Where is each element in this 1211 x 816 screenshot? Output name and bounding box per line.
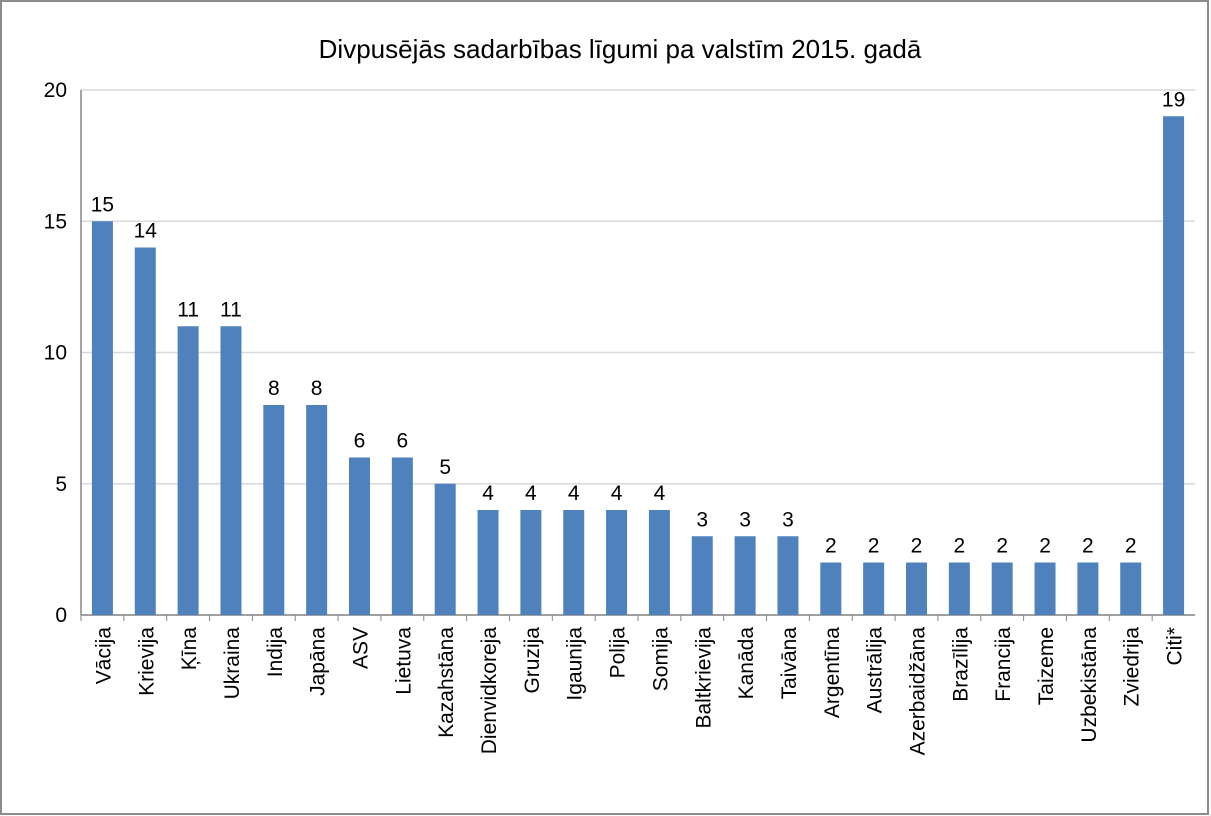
x-tick-label: Austrālija (864, 627, 887, 714)
bar (991, 562, 1013, 615)
bar (477, 510, 499, 615)
bar (948, 562, 970, 615)
x-tick-label: Brazīlija (949, 627, 972, 702)
x-tick-label: Igaunija (564, 627, 587, 701)
data-label: 4 (611, 482, 623, 505)
bar (1163, 116, 1185, 615)
data-label: 4 (568, 482, 580, 505)
x-tick-label: Zviedrija (1121, 627, 1144, 707)
bar (349, 457, 370, 615)
bar (520, 510, 542, 615)
data-label: 3 (696, 508, 708, 531)
bar (134, 247, 156, 615)
data-label: 2 (868, 535, 880, 558)
bar (563, 510, 585, 615)
data-label: 4 (654, 482, 666, 505)
data-label: 11 (220, 298, 242, 321)
x-tick-label: Japāna (307, 627, 330, 696)
x-tick-label: Ukraina (221, 627, 244, 700)
bar (391, 457, 413, 615)
x-tick-label: Baltkrievija (692, 627, 715, 729)
bar (1077, 562, 1099, 615)
x-tick-label: Indija (264, 627, 287, 678)
data-label: 6 (397, 430, 409, 453)
x-tick-label: Krievija (135, 627, 158, 696)
x-tick-label: Dienvidkoreja (478, 627, 501, 755)
data-label: 3 (782, 508, 794, 531)
x-tick-label: Somija (649, 627, 672, 692)
y-tick-label: 0 (55, 604, 67, 627)
data-label: 15 (91, 193, 114, 216)
x-tick-label: Citi* (1164, 627, 1187, 666)
data-label: 2 (954, 535, 966, 558)
x-tick-label: Kazahstāna (435, 627, 458, 738)
data-label: 8 (311, 377, 323, 400)
bar (648, 510, 670, 615)
y-tick-label: 10 (44, 342, 67, 365)
data-label: 11 (177, 298, 199, 321)
bar (1034, 562, 1056, 615)
bar (691, 536, 713, 615)
bar (177, 326, 199, 615)
bar (434, 483, 456, 615)
data-label: 4 (525, 482, 537, 505)
bar (1120, 562, 1142, 615)
bar (263, 405, 285, 615)
data-label: 5 (439, 456, 451, 479)
x-tick-label: Polija (607, 627, 630, 679)
data-label: 2 (911, 535, 923, 558)
data-label: 2 (1125, 535, 1137, 558)
chart-title: Divpusējās sadarbības līgumi pa valstīm … (319, 34, 922, 64)
x-tick-label: Kanāda (735, 627, 758, 700)
data-label: 2 (996, 535, 1008, 558)
x-tick-label: Vācija (92, 627, 115, 685)
data-label: 8 (268, 377, 280, 400)
x-tick-label: Argentīna (821, 627, 844, 718)
bar (734, 536, 756, 615)
data-label: 3 (739, 508, 751, 531)
x-tick-label: Lietuva (392, 627, 415, 695)
bar (820, 562, 842, 615)
x-tick-label: Taivāna (778, 627, 801, 700)
bar (863, 562, 885, 615)
bar (906, 562, 927, 615)
y-tick-label: 15 (44, 210, 67, 233)
data-label: 4 (482, 482, 494, 505)
data-label: 2 (1039, 535, 1051, 558)
data-label: 14 (134, 220, 158, 243)
x-tick-label: Ķīna (178, 627, 201, 671)
data-label: 2 (1082, 535, 1094, 558)
x-tick-label: Taizeme (1035, 627, 1058, 705)
bar (220, 326, 242, 615)
y-tick-label: 5 (55, 473, 67, 496)
bar (777, 536, 799, 615)
x-tick-label: Gruzija (521, 627, 544, 694)
x-tick-label: Azerbaidžāna (907, 627, 930, 756)
x-tick-label: ASV (350, 627, 373, 669)
bar (606, 510, 628, 615)
data-label: 2 (825, 535, 837, 558)
data-label: 6 (354, 430, 366, 453)
y-tick-label: 20 (44, 79, 67, 102)
x-tick-label: Francija (992, 627, 1015, 702)
bar (306, 405, 328, 615)
bar (91, 221, 113, 615)
data-label: 19 (1162, 88, 1185, 111)
x-tick-label: Uzbekistāna (1078, 627, 1101, 743)
